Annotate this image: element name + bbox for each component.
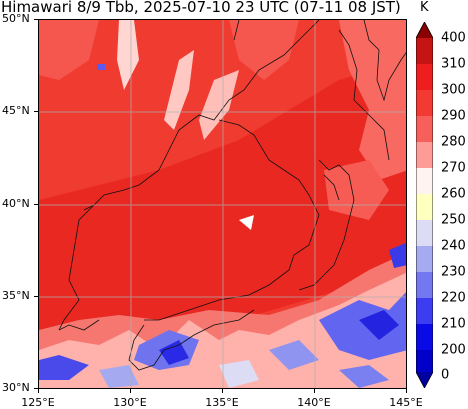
lon-label-125e: 125°E [21, 396, 55, 409]
colorbar-label: 220 [441, 290, 466, 306]
colorbar-label: 290 [441, 108, 466, 124]
colorbar-unit: K [420, 0, 429, 15]
colorbar-band-230 [416, 246, 433, 272]
colorbar-band-210 [416, 298, 433, 324]
lon-tick [314, 389, 315, 393]
colorbar-label: 280 [441, 134, 466, 150]
lat-label-40n: 40°N [2, 197, 30, 210]
colorbar-label: 260 [441, 186, 466, 202]
colorbar-band-260 [416, 168, 433, 194]
colorbar-band-270 [416, 142, 433, 168]
colorbar-label: 270 [441, 160, 466, 176]
colorbar-label: 310 [441, 56, 466, 72]
colorbar-band-310 [416, 38, 433, 64]
colorbar [416, 22, 433, 388]
lat-label-30n: 30°N [2, 381, 30, 394]
lat-label-35n: 35°N [2, 289, 30, 302]
colorbar-label: 240 [441, 238, 466, 254]
colorbar-band-300 [416, 64, 433, 90]
colorbar-label: 300 [441, 82, 466, 98]
colorbar-band-220 [416, 272, 433, 298]
lat-tick [34, 204, 38, 205]
lon-label-145e: 145°E [389, 396, 423, 409]
lon-tick [222, 389, 223, 393]
colorbar-band-240 [416, 220, 433, 246]
colorbar-label: 0 [441, 367, 450, 383]
colorbar-band-280 [416, 116, 433, 142]
colorbar-band-0 [416, 350, 433, 372]
lat-tick [34, 296, 38, 297]
lon-label-140e: 140°E [297, 396, 331, 409]
lon-label-135e: 135°E [205, 396, 239, 409]
colorbar-band-200 [416, 324, 433, 350]
colorbar-top-arrow [416, 22, 433, 38]
satellite-map[interactable] [38, 19, 407, 389]
colorbar-label: 230 [441, 264, 466, 280]
lon-tick [38, 389, 39, 393]
colorbar-label: 200 [441, 342, 466, 358]
lon-label-130e: 130°E [113, 396, 147, 409]
colorbar-band-250 [416, 194, 433, 220]
lat-tick [34, 111, 38, 112]
colorbar-label: 250 [441, 212, 466, 228]
lon-tick [406, 389, 407, 393]
lat-tick [34, 19, 38, 20]
colorbar-label: 400 [441, 30, 466, 46]
colorbar-band-290 [416, 90, 433, 116]
lat-label-45n: 45°N [2, 104, 30, 117]
map-canvas [39, 20, 406, 388]
lat-label-50n: 50°N [2, 12, 30, 25]
lat-tick [34, 388, 38, 389]
colorbar-bottom-arrow [416, 372, 433, 388]
colorbar-label: 210 [441, 316, 466, 332]
lon-tick [130, 389, 131, 393]
page-title: Himawari 8/9 Tbb, 2025-07-10 23 UTC (07-… [1, 0, 401, 16]
